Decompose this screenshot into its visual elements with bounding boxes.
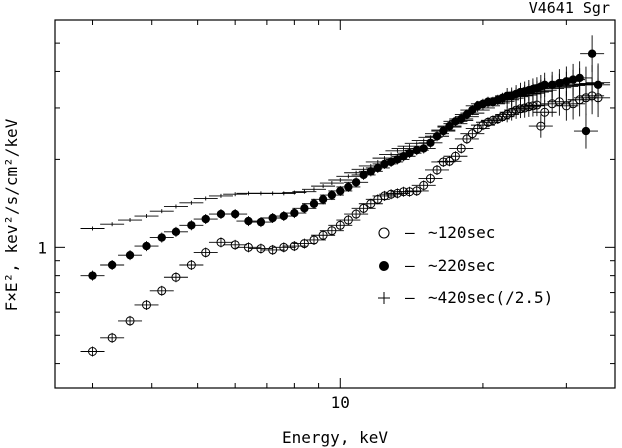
legend-label-220sec: ~220sec	[428, 256, 495, 275]
data-point-open	[536, 121, 546, 131]
data-point-open	[201, 248, 211, 258]
data-point-open	[171, 272, 181, 282]
data-point-open	[450, 151, 460, 161]
data-point-open	[327, 226, 337, 236]
data-point-open	[432, 165, 442, 175]
data-point-filled	[419, 144, 428, 153]
data-point-open	[425, 174, 435, 184]
data-point-filled	[318, 195, 328, 204]
legend-marker-220sec	[379, 261, 389, 271]
data-point-filled	[581, 126, 591, 136]
data-point-filled	[279, 211, 289, 221]
data-point-open	[256, 244, 266, 254]
data-point-filled	[327, 190, 337, 200]
data-point-filled	[309, 199, 319, 208]
data-point-filled	[107, 260, 117, 270]
plot-frame	[54, 19, 616, 389]
data-point-open	[186, 260, 196, 270]
data-point-open	[467, 129, 477, 139]
data-point-open	[157, 286, 167, 296]
data-point-filled	[344, 182, 353, 192]
chart-title: V4641 Sgr	[529, 0, 610, 17]
data-point-filled	[359, 170, 368, 180]
data-point-open	[456, 143, 466, 153]
data-point-open	[392, 188, 402, 198]
data-point-open	[318, 230, 328, 240]
data-point-open	[279, 242, 289, 252]
series-0	[80, 77, 611, 357]
data-point-open	[386, 189, 396, 199]
series-2	[80, 63, 611, 231]
data-point-open	[230, 240, 240, 250]
data-point-filled	[300, 204, 309, 213]
data-point-filled	[244, 216, 253, 226]
data-point-filled	[386, 157, 396, 167]
data-point-filled	[336, 186, 345, 196]
data-point-open	[561, 101, 571, 111]
data-point-open	[243, 242, 253, 252]
y-tick-label: 1	[37, 238, 47, 257]
legend: – ~120sec – ~220sec – ~420sec(/2.5)	[378, 223, 553, 307]
data-point-open	[142, 300, 152, 310]
data-point-open	[483, 117, 493, 127]
data-point-open	[343, 215, 353, 225]
legend-dash-3: –	[405, 288, 415, 307]
data-point-open	[412, 186, 422, 196]
axis-ticks: 10 1	[37, 20, 615, 412]
data-point-filled	[125, 250, 135, 260]
data-point-open	[498, 112, 508, 122]
data-point-open	[444, 156, 454, 166]
data-point-filled	[412, 146, 421, 155]
data-point-filled	[587, 49, 597, 58]
x-axis-label: Energy, keV	[282, 428, 388, 447]
data-point-filled	[171, 227, 181, 237]
data-point-open	[493, 114, 503, 124]
x-tick-label: 10	[331, 393, 350, 412]
data-point-open	[351, 209, 361, 219]
data-point-open	[359, 203, 369, 213]
data-point-open	[405, 187, 415, 197]
legend-dash-1: –	[405, 223, 415, 242]
legend-dash-2: –	[405, 256, 415, 275]
data-point-filled	[268, 213, 277, 223]
legend-marker-120sec	[378, 227, 390, 239]
series-1	[80, 35, 611, 281]
data-point-open	[107, 333, 117, 343]
data-point-open	[335, 220, 345, 230]
data-point-filled	[187, 221, 196, 230]
data-point-filled	[88, 271, 97, 280]
data-point-open	[438, 157, 448, 167]
data-point-filled	[351, 178, 361, 187]
data-marks	[80, 35, 611, 357]
data-point-open	[419, 180, 429, 190]
data-point-filled	[201, 214, 210, 224]
data-point-open	[268, 245, 278, 255]
data-point-filled	[426, 138, 435, 147]
data-point-open	[289, 241, 299, 251]
data-point-open	[216, 237, 226, 247]
data-point-filled	[256, 217, 266, 227]
y-axis-label: F×E², kev²/s/cm²/keV	[2, 118, 21, 311]
data-point-open	[478, 120, 488, 130]
legend-label-420sec: ~420sec(/2.5)	[428, 288, 553, 307]
data-point-open	[125, 316, 135, 326]
data-point-open	[380, 191, 390, 201]
legend-label-120sec: ~120sec	[428, 223, 495, 242]
data-point-filled	[157, 233, 166, 242]
data-point-open	[309, 235, 319, 245]
data-point-open	[88, 346, 98, 356]
data-point-filled	[142, 241, 151, 251]
data-point-filled	[230, 209, 240, 219]
data-point-filled	[216, 209, 226, 219]
data-point-open	[462, 134, 472, 144]
data-point-open	[540, 107, 550, 117]
data-point-filled	[290, 208, 299, 218]
data-point-filled	[432, 132, 442, 141]
